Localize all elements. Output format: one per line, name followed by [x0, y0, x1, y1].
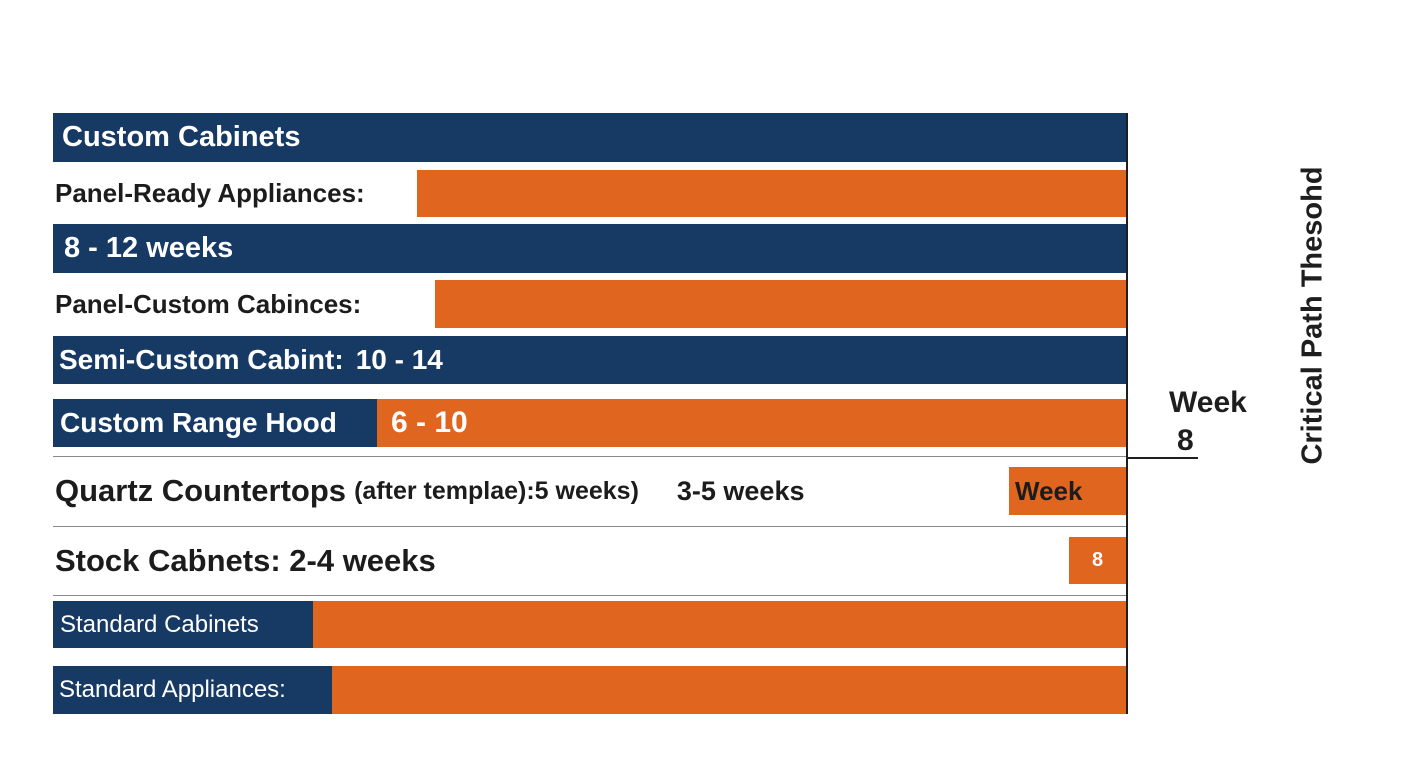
bar-row: 8 Stock Caḃnets: 2-4 weeks	[53, 537, 1126, 584]
row-divider	[53, 526, 1126, 527]
threshold-label-number: 8	[1177, 424, 1194, 457]
bar-row: Panel-Ready Appliances:	[53, 170, 1126, 217]
row-divider	[53, 595, 1126, 596]
critical-path-title-text: Critical Path Thesohd	[1296, 166, 1329, 465]
bar-row: Panel-Custom Cabinces:	[53, 280, 1126, 328]
bar-value: 10 - 14	[355, 344, 443, 375]
bar-label-text: Semi-Custom Cabint:	[59, 344, 344, 375]
bar-label: Panel-Ready Appliances:	[55, 178, 365, 208]
bar-label: Custom Range Hood	[60, 407, 337, 438]
bar-label: Quartz Countertops (after templae):5 wee…	[55, 467, 804, 515]
bar-row: Custom Cabinets	[53, 113, 1126, 162]
bar-row: Custom Range Hood 6 - 10	[53, 399, 1126, 447]
bar	[53, 601, 313, 648]
bar	[53, 666, 332, 714]
week-marker-bar	[1069, 537, 1126, 584]
critical-path-title: Critical Path Thesohd	[1293, 163, 1333, 468]
bar-label: Custom Cabinets	[62, 121, 301, 153]
threshold-label-week: Week	[1169, 386, 1247, 419]
bar-row: Semi-Custom Cabint: 10 - 14	[53, 336, 1126, 384]
row-divider	[53, 456, 1126, 457]
bar-row: Standard Appliances:	[53, 666, 1126, 714]
bar-label-note: (after templae):5 weeks)	[354, 476, 639, 505]
bar	[313, 601, 1126, 648]
bar-label: Standard Appliances:	[59, 676, 286, 703]
bar-row: Week Quartz Countertops (after templae):…	[53, 467, 1126, 515]
bar-label: Stock Caḃnets: 2-4 weeks	[55, 542, 436, 578]
bar-value: 6 - 10	[391, 406, 468, 439]
bar-label: Standard Cabinets	[60, 610, 259, 638]
week-marker-bar	[1009, 467, 1126, 515]
bar-row: Standard Cabinets	[53, 601, 1126, 648]
bar-label: Panel-Custom Cabinces:	[55, 288, 362, 319]
bar-label-text: Quartz Countertops	[55, 473, 347, 508]
bar	[53, 399, 377, 447]
bar-label: Semi-Custom Cabint: 10 - 14	[59, 336, 443, 384]
bar	[435, 280, 1126, 328]
bar-row: 8 - 12 weeks	[53, 224, 1126, 273]
chart-right-edge-line	[1126, 113, 1128, 714]
bar	[53, 224, 1126, 273]
bar	[332, 666, 1126, 714]
bar	[53, 113, 1126, 162]
bar-label: 8 - 12 weeks	[64, 232, 234, 264]
week-marker-label: Week	[1015, 475, 1083, 506]
bar	[377, 399, 1126, 447]
week-marker-label: 8	[1091, 549, 1104, 571]
threshold-line	[1126, 457, 1198, 459]
bar-value: 3-5 weeks	[676, 475, 805, 506]
bar	[417, 170, 1126, 217]
bar	[53, 336, 1126, 384]
